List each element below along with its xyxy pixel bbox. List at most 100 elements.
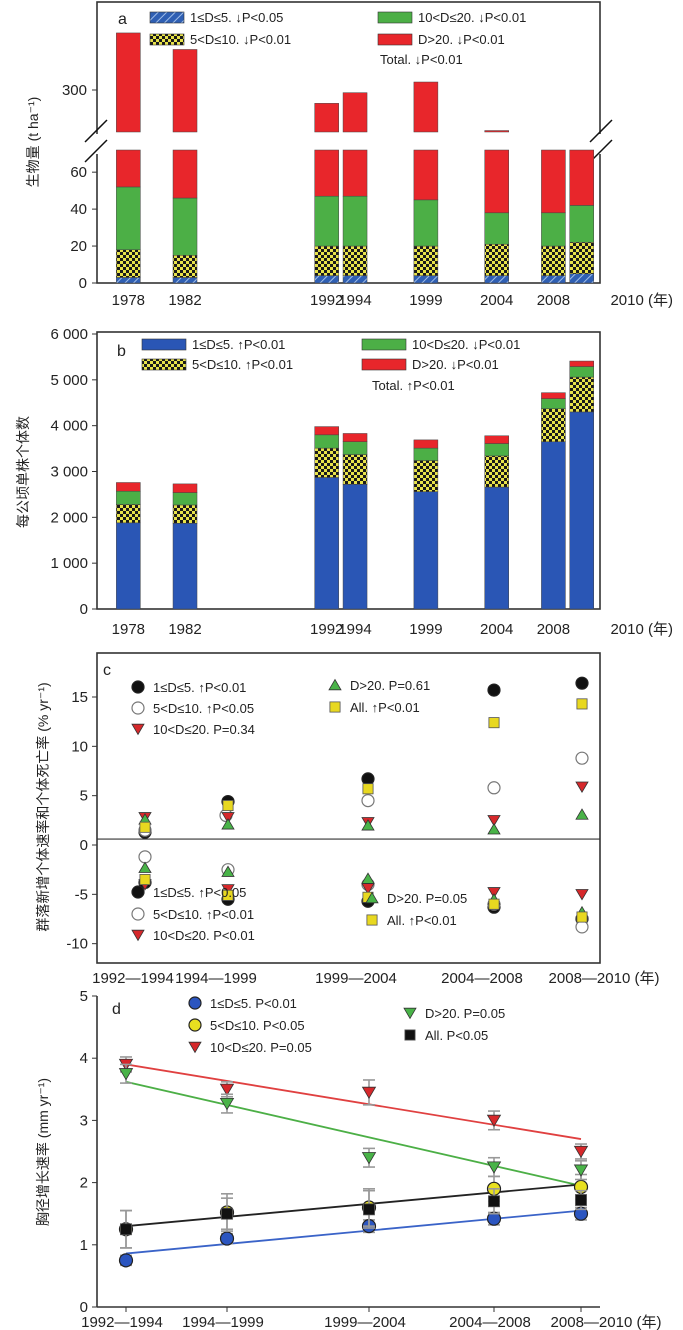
legend-marker — [131, 723, 145, 736]
legend-item-swatch — [361, 338, 407, 351]
recruitment-point — [361, 772, 375, 786]
axis-break-gap — [93, 134, 604, 154]
legend-marker — [131, 885, 145, 899]
x-tick-label: 1978 — [112, 292, 145, 309]
bar-segment — [314, 195, 339, 247]
data-point — [363, 1203, 375, 1216]
y-tick-label: 2 000 — [50, 509, 88, 526]
x-tick-label: 1999—2004 — [315, 970, 397, 987]
recruitment-point — [361, 819, 375, 831]
bar-segment — [569, 360, 594, 367]
bar-segment — [172, 523, 198, 610]
bar-segment — [541, 392, 566, 399]
x-tick-label: 1999 — [409, 292, 442, 309]
data-point — [486, 1161, 502, 1174]
recruitment-point — [575, 808, 589, 820]
bar-segment — [484, 443, 509, 457]
x-tick-label: 2004—2008 — [441, 970, 523, 987]
data-point — [219, 1098, 235, 1111]
bar-segment — [342, 441, 368, 455]
x-tick-label: 1992—1994 — [81, 1314, 163, 1330]
y-tick-label: 6 000 — [50, 326, 88, 343]
bar-segment — [569, 366, 594, 378]
bar-segment — [172, 504, 198, 524]
legend-label: All. ↑P<0.01 — [350, 700, 420, 715]
bar-segment — [116, 277, 141, 284]
bar-segment — [541, 408, 566, 442]
x-tick-label: 1982 — [168, 621, 201, 638]
legend-item-swatch — [361, 358, 407, 371]
legend-label: D>20. P=0.05 — [425, 1006, 505, 1021]
bar-segment — [413, 275, 439, 284]
x-tick-label: 1994 — [338, 621, 371, 638]
bar-segment — [413, 245, 439, 276]
legend-label: 5<D≤10. ↑P<0.01 — [153, 907, 254, 922]
data-point — [486, 1114, 502, 1128]
bar-segment — [413, 81, 439, 133]
bar-segment — [484, 130, 509, 133]
recruitment-point — [221, 818, 235, 830]
bar-segment — [172, 492, 198, 506]
x-tick-label: 2010 (年) — [610, 621, 673, 638]
bar-segment — [569, 205, 594, 243]
legend-marker — [188, 996, 202, 1010]
recruitment-point — [487, 823, 501, 835]
bar-segment — [172, 255, 198, 278]
recruitment-point — [575, 676, 589, 690]
bar-segment — [116, 490, 141, 505]
legend-label: 5<D≤10. P<0.05 — [210, 1018, 305, 1033]
legend-label: 10<D≤20. P=0.05 — [210, 1040, 312, 1055]
legend-label: 1≤D≤5. ↑P<0.01 — [153, 680, 246, 695]
x-tick-label: 1994—1999 — [175, 970, 257, 987]
x-tick-label: 1999—2004 — [324, 1314, 406, 1330]
x-tick-label: 2004 — [480, 621, 513, 638]
legend-marker — [404, 1029, 416, 1041]
legend-label: D>20. P=0.61 — [350, 678, 430, 693]
data-point — [575, 1194, 587, 1206]
bar-segment — [569, 149, 594, 206]
mortality-point — [222, 889, 234, 901]
data-point — [573, 1164, 589, 1177]
x-tick-label: 1978 — [112, 621, 145, 638]
legend-label: 1≤D≤5. P<0.01 — [210, 996, 297, 1011]
y-tick-label: 5 — [80, 788, 88, 805]
legend-marker — [365, 891, 379, 904]
data-point — [573, 1145, 589, 1159]
y-axis-label: 群落新增个体速率和个体死亡率 (% yr⁻¹) — [35, 682, 51, 931]
trend-line — [125, 1080, 582, 1187]
y-tick-label: 300 — [62, 82, 87, 99]
bar-segment — [314, 149, 339, 197]
bar-segment — [314, 426, 339, 436]
bar-segment — [342, 245, 368, 276]
recruitment-point — [362, 783, 374, 795]
y-tick-label: 4 — [80, 1050, 88, 1067]
bar-segment — [484, 486, 509, 610]
bar-segment — [484, 275, 509, 284]
bar-segment — [413, 491, 439, 610]
data-point — [488, 1195, 500, 1208]
panel-d-chart: 0 1 2 3 4 5 1992—1994 1994—1999 1999—2004 2004—20… — [35, 990, 661, 1330]
bar-segment — [569, 242, 594, 275]
bar-segment — [569, 411, 594, 610]
y-tick-label: 20 — [70, 238, 87, 255]
y-tick-label: 10 — [71, 738, 88, 755]
legend-marker — [131, 929, 145, 942]
x-tick-label: 1994—1999 — [182, 1314, 264, 1330]
bar-segment — [541, 441, 566, 610]
bar-segment — [342, 195, 368, 247]
bar-segment — [484, 455, 509, 488]
legend-item-swatch — [141, 358, 187, 371]
bar-segment — [342, 484, 368, 610]
bar-segment — [541, 149, 566, 214]
x-tick-label: 2008 — [537, 292, 570, 309]
bar-segment — [314, 103, 339, 133]
y-tick-label: 2 — [80, 1175, 88, 1192]
bar-segment — [413, 199, 439, 247]
y-tick-label: 0 — [80, 1299, 88, 1316]
x-tick-label: 1994 — [338, 292, 371, 309]
bar-segment — [342, 92, 368, 133]
panel-label: a — [118, 11, 127, 28]
bar-segment — [314, 434, 339, 449]
y-tick-label: 0 — [80, 837, 88, 854]
